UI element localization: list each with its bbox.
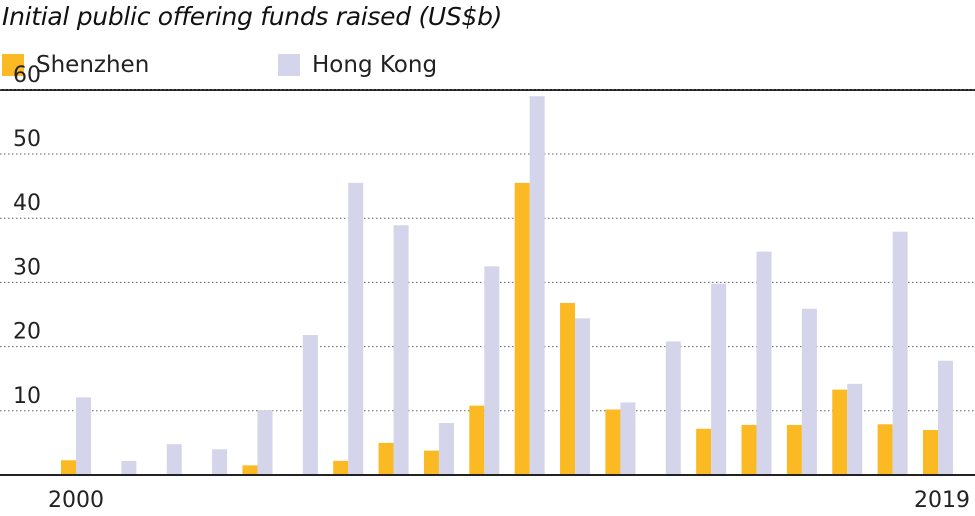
y-tick-label: 60 — [13, 63, 41, 88]
bar-hong-kong — [620, 402, 636, 475]
bar-hong-kong — [166, 444, 182, 475]
bar-shenzhen — [378, 442, 394, 475]
bar-shenzhen — [61, 460, 76, 475]
y-tick-label: 50 — [13, 127, 41, 152]
bar-shenzhen — [923, 430, 938, 475]
bar-hong-kong — [847, 383, 863, 475]
bar-shenzhen — [560, 302, 576, 475]
bar-hong-kong — [393, 225, 409, 475]
bar-hong-kong — [438, 422, 454, 475]
bar-shenzhen — [333, 460, 349, 475]
bar-shenzhen — [877, 424, 893, 475]
y-tick-label: 30 — [13, 255, 41, 280]
y-tick-label: 10 — [13, 384, 41, 409]
bar-hong-kong — [257, 410, 273, 475]
bar-shenzhen — [423, 450, 439, 475]
bar-hong-kong — [711, 283, 727, 475]
x-tick-label: 2019 — [914, 488, 970, 513]
legend-swatch-shenzhen — [2, 54, 24, 76]
legend: Shenzhen Hong Kong — [0, 52, 975, 82]
bar-hong-kong — [484, 266, 500, 475]
bar-hong-kong — [575, 318, 591, 475]
bar-hong-kong — [76, 397, 91, 475]
bar-hong-kong — [938, 360, 953, 475]
x-tick-label: 2000 — [48, 488, 104, 513]
chart-title: Initial public offering funds raised (US… — [2, 2, 503, 31]
bar-shenzhen — [741, 424, 757, 475]
bar-shenzhen — [696, 428, 712, 475]
bar-shenzhen — [786, 424, 802, 475]
legend-item-shenzhen: Shenzhen — [2, 52, 149, 78]
bar-shenzhen — [514, 182, 530, 475]
bar-shenzhen — [469, 405, 485, 475]
bar-hong-kong — [212, 449, 228, 475]
bar-hong-kong — [302, 335, 318, 475]
legend-label-hong-kong: Hong Kong — [312, 52, 438, 78]
bar-hong-kong — [756, 251, 772, 475]
bar-hong-kong — [892, 231, 908, 475]
bar-hong-kong — [801, 308, 817, 475]
bar-shenzhen — [832, 389, 848, 475]
bar-shenzhen — [605, 409, 621, 475]
legend-item-hong-kong: Hong Kong — [278, 52, 437, 78]
legend-label-shenzhen: Shenzhen — [36, 52, 150, 78]
bar-hong-kong — [121, 460, 137, 475]
y-tick-label: 40 — [13, 191, 41, 216]
bar-hong-kong — [665, 341, 681, 475]
bar-shenzhen — [242, 465, 258, 475]
bar-hong-kong — [348, 182, 364, 475]
legend-swatch-hong-kong — [278, 54, 300, 76]
y-tick-label: 20 — [13, 320, 41, 345]
bar-hong-kong — [529, 96, 545, 475]
